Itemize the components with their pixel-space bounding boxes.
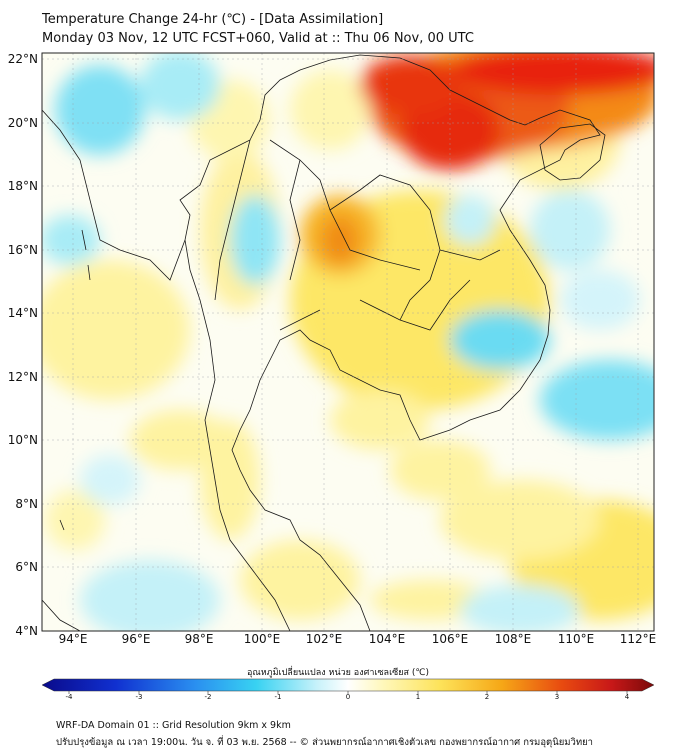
andaman-islands bbox=[59, 229, 91, 531]
colorbar-tick-label: 2 bbox=[484, 693, 490, 701]
lon-label-108e: 108°E bbox=[494, 632, 532, 646]
gridlines bbox=[42, 53, 654, 631]
lon-label-106e: 106°E bbox=[431, 632, 469, 646]
hainan-island bbox=[539, 123, 606, 181]
lon-label-94e: 94°E bbox=[58, 632, 88, 646]
colorbar-tick-label: 4 bbox=[624, 693, 630, 701]
field-blobs bbox=[42, 53, 654, 631]
colorbar-tick-label: 3 bbox=[554, 693, 560, 701]
lon-label-102e: 102°E bbox=[305, 632, 343, 646]
lat-label-14n: 14°N bbox=[7, 306, 38, 320]
sumatra-coastline bbox=[42, 599, 81, 631]
lat-label-12n: 12°N bbox=[7, 370, 38, 384]
lat-label-6n: 6°N bbox=[15, 560, 38, 574]
colorbar-bar bbox=[41, 678, 655, 692]
lat-label-8n: 8°N bbox=[15, 497, 38, 511]
colorbar-tick-label: -2 bbox=[204, 693, 212, 701]
coastlines-borders bbox=[42, 54, 606, 631]
temperature-field bbox=[42, 53, 654, 631]
lon-label-100e: 100°E bbox=[243, 632, 281, 646]
lat-label-22n: 22°N bbox=[7, 52, 38, 66]
west-coastline bbox=[184, 239, 291, 631]
colorbar-tick-label: 1 bbox=[415, 693, 421, 701]
chart-title: Temperature Change 24-hr (℃) - [Data Ass… bbox=[42, 12, 384, 27]
lat-label-18n: 18°N bbox=[7, 179, 38, 193]
colorbar-title: อุณหภูมิเปลี่ยนแปลง หน่วย องศาเซลเซียส (… bbox=[246, 668, 430, 678]
lat-label-16n: 16°N bbox=[7, 243, 38, 257]
lon-label-110e: 110°E bbox=[557, 632, 595, 646]
lat-label-20n: 20°N bbox=[7, 116, 38, 130]
lon-label-96e: 96°E bbox=[121, 632, 151, 646]
colorbar bbox=[41, 678, 655, 694]
country-borders bbox=[214, 139, 501, 331]
colorbar-tick-label: -3 bbox=[135, 693, 143, 701]
lon-label-98e: 98°E bbox=[184, 632, 214, 646]
mainland-coastline bbox=[42, 54, 601, 631]
lat-label-10n: 10°N bbox=[7, 433, 38, 447]
colorbar-tick-label: -4 bbox=[65, 693, 73, 701]
chart-subtitle: Monday 03 Nov, 12 UTC FCST+060, Valid at… bbox=[42, 31, 474, 46]
footer-model-info: WRF-DA Domain 01 :: Grid Resolution 9km … bbox=[56, 720, 291, 731]
colorbar-tick-label: -1 bbox=[274, 693, 282, 701]
footer-credit: ปรับปรุงข้อมูล ณ เวลา 19:00น. วัน จ. ที่… bbox=[56, 737, 594, 748]
lon-label-104e: 104°E bbox=[368, 632, 406, 646]
map-frame bbox=[41, 52, 655, 632]
colorbar-tick-label: 0 bbox=[345, 693, 351, 701]
colorbar-tickmarks bbox=[68, 691, 628, 694]
lat-label-4n: 4°N bbox=[15, 624, 38, 638]
lon-label-112e: 112°E bbox=[619, 632, 657, 646]
